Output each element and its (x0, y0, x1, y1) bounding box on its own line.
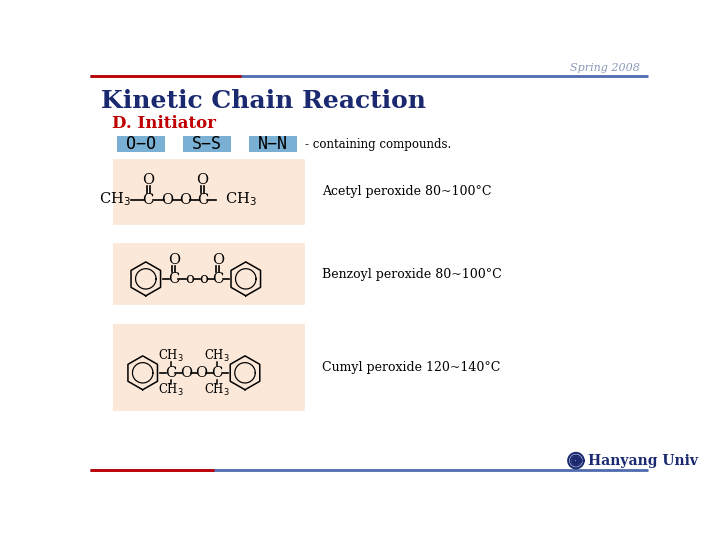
Text: C: C (168, 272, 179, 286)
Text: O−O: O−O (126, 135, 156, 153)
Text: O: O (197, 173, 208, 186)
Text: C: C (212, 366, 222, 380)
FancyBboxPatch shape (117, 137, 165, 152)
FancyBboxPatch shape (113, 159, 305, 225)
FancyBboxPatch shape (249, 137, 297, 152)
Text: C: C (143, 193, 154, 206)
Text: O: O (212, 253, 224, 267)
Text: C: C (197, 193, 208, 206)
Text: O: O (168, 253, 180, 267)
FancyBboxPatch shape (113, 323, 305, 411)
Text: C: C (165, 366, 176, 380)
Text: Hanyang Univ: Hanyang Univ (588, 454, 698, 468)
Text: o: o (199, 272, 208, 286)
Text: CH$_3$: CH$_3$ (204, 382, 230, 398)
Text: S−S: S−S (192, 135, 222, 153)
Text: O: O (142, 173, 154, 186)
FancyBboxPatch shape (183, 137, 231, 152)
Text: C: C (212, 272, 223, 286)
Text: Kinetic Chain Reaction: Kinetic Chain Reaction (101, 89, 426, 113)
Text: O: O (196, 366, 207, 380)
Text: Benzoyl peroxide 80~100°C: Benzoyl peroxide 80~100°C (323, 268, 503, 281)
Text: D. Initiator: D. Initiator (112, 115, 216, 132)
Text: CH$_3$: CH$_3$ (225, 191, 256, 208)
Text: N−N: N−N (258, 135, 288, 153)
Text: Cumyl peroxide 120~140°C: Cumyl peroxide 120~140°C (323, 361, 501, 374)
FancyBboxPatch shape (113, 244, 305, 305)
Text: O: O (161, 193, 174, 206)
Text: o: o (186, 272, 194, 286)
Text: Spring 2008: Spring 2008 (570, 63, 640, 73)
Text: Acetyl peroxide 80~100°C: Acetyl peroxide 80~100°C (323, 185, 492, 198)
Text: O: O (179, 193, 192, 206)
Text: CH$_3$: CH$_3$ (158, 382, 184, 398)
Text: - containing compounds.: - containing compounds. (305, 138, 451, 151)
Text: CH$_3$: CH$_3$ (204, 348, 230, 364)
Text: CH$_3$: CH$_3$ (99, 191, 130, 208)
Text: CH$_3$: CH$_3$ (158, 348, 184, 364)
Text: O: O (180, 366, 192, 380)
